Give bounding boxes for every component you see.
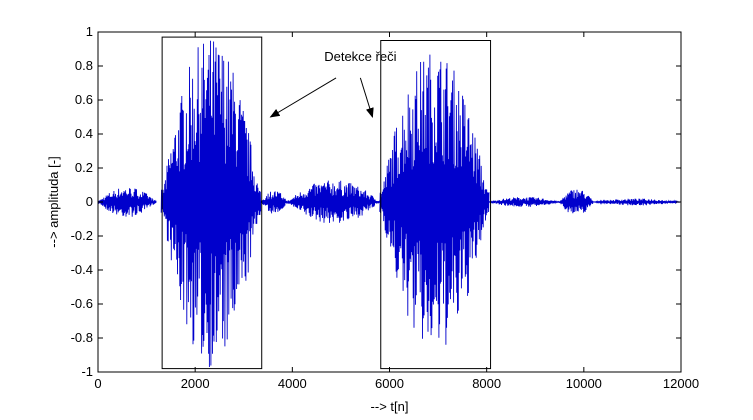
x-tick-label: 2000 bbox=[181, 376, 210, 391]
y-tick-label: 0.6 bbox=[75, 92, 93, 107]
y-tick-label: 1 bbox=[86, 24, 93, 39]
x-tick-label: 0 bbox=[94, 376, 101, 391]
annotation-arrow bbox=[269, 77, 337, 118]
y-tick-label: -1 bbox=[81, 364, 93, 379]
y-tick-label: 0.4 bbox=[75, 126, 93, 141]
speech-detection-box bbox=[161, 36, 263, 370]
signal-line bbox=[260, 191, 288, 214]
y-tick-label: -0.2 bbox=[71, 228, 93, 243]
annotation-label: Detekce řeči bbox=[324, 49, 396, 64]
signal-line bbox=[488, 197, 560, 207]
signal-line bbox=[287, 180, 381, 223]
y-tick-label: -0.4 bbox=[71, 262, 93, 277]
annotation-layer: Detekce řeči bbox=[161, 36, 492, 370]
y-tick-label: 0 bbox=[86, 194, 93, 209]
x-axis-ticks: 0 2000 4000 6000 8000 10000 12000 bbox=[94, 32, 699, 391]
signal-line bbox=[379, 54, 490, 345]
y-axis-ticks: -1 -0.8 -0.6 -0.4 -0.2 0 0.2 0.4 0.6 0.8 1 bbox=[71, 24, 681, 379]
y-axis-label: --> amplituda [-] bbox=[46, 156, 61, 247]
y-tick-label: -0.8 bbox=[71, 330, 93, 345]
y-tick-label: 0.8 bbox=[75, 58, 93, 73]
x-tick-label: 4000 bbox=[278, 376, 307, 391]
x-tick-label: 8000 bbox=[472, 376, 501, 391]
annotation-arrow bbox=[359, 77, 374, 118]
speech-detection-box bbox=[380, 40, 492, 370]
x-tick-label: 6000 bbox=[375, 376, 404, 391]
x-tick-label: 10000 bbox=[566, 376, 602, 391]
signal-line bbox=[97, 188, 157, 217]
y-tick-label: 0.2 bbox=[75, 160, 93, 175]
signal-line bbox=[593, 198, 682, 206]
signal-line bbox=[160, 40, 262, 368]
signal-line bbox=[559, 189, 594, 214]
y-tick-label: -0.6 bbox=[71, 296, 93, 311]
signal-layer bbox=[97, 40, 682, 368]
x-axis-label: --> t[n] bbox=[371, 399, 409, 414]
x-tick-label: 12000 bbox=[663, 376, 699, 391]
